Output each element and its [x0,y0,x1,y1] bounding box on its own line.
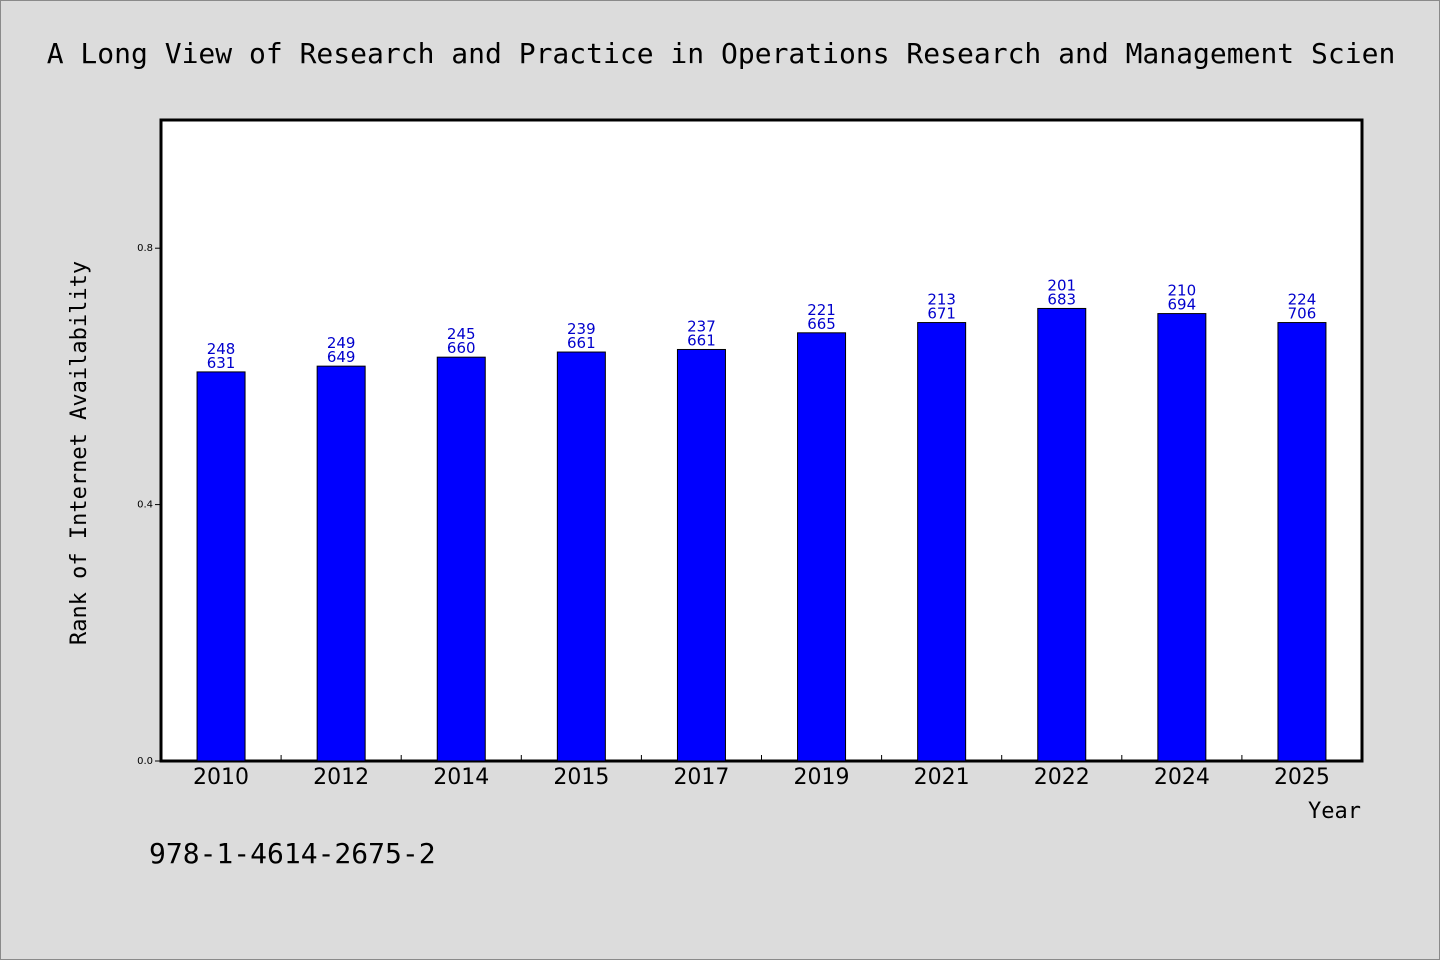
x-tick-label: 2012 [313,765,369,790]
bar [316,365,366,762]
isbn-text: 978-1-4614-2675-2 [149,837,436,870]
bar-label-bottom: 665 [807,315,836,333]
bar [676,348,726,762]
bar-label-bottom: 649 [327,348,356,366]
x-tick-label: 2024 [1154,765,1210,790]
bar-label-bottom: 683 [1047,290,1076,308]
bar [1037,307,1087,762]
bar-label-top: 201 [1047,276,1076,294]
bar-label-bottom: 631 [207,354,236,372]
bar-label-bottom: 660 [447,339,476,357]
bar-label-bottom: 661 [687,331,716,349]
y-axis-ticks: 0.0 0.4 0.8 [137,243,161,767]
bar-label-top: 239 [567,320,596,338]
bar [556,351,606,762]
bar-label-bottom: 694 [1168,296,1197,314]
x-tick-label: 2021 [914,765,970,790]
x-tick-label: 2017 [673,765,729,790]
y-tick-label: 0.8 [137,243,153,254]
bar-label-top: 245 [447,325,476,343]
bar-label-top: 248 [207,340,236,358]
x-axis-ticks: 2010 2012 2014 2015 2017 2019 2021 2022 2024 2025 [193,755,1330,790]
x-tick-label: 2025 [1274,765,1330,790]
y-axis-title: Rank of Internet Availability [67,261,92,645]
bar [917,322,967,762]
bar [797,332,847,762]
x-tick-label: 2010 [193,765,249,790]
x-axis-title: Year [1308,799,1361,824]
bar [1277,322,1327,762]
bar-label-bottom: 706 [1288,305,1317,323]
bar-label-top: 237 [687,317,716,335]
bar-label-bottom: 671 [927,305,956,323]
bar-label-top: 224 [1288,291,1317,309]
x-tick-label: 2015 [553,765,609,790]
bar-labels: 2486312496492456602396612376612216652136… [207,276,1317,371]
bars [196,307,1327,762]
bar [1157,313,1207,762]
bar-label-top: 213 [927,291,956,309]
chart-title: A Long View of Research and Practice in … [47,37,1396,70]
bar-label-bottom: 661 [567,334,596,352]
bar-label-top: 210 [1168,282,1197,300]
bar-label-top: 221 [807,301,836,319]
y-tick-label: 0.0 [137,756,153,767]
bar-label-top: 249 [327,334,356,352]
x-tick-label: 2022 [1034,765,1090,790]
bar [436,356,486,762]
bar [196,371,246,762]
y-tick-label: 0.4 [137,500,153,511]
x-tick-label: 2014 [433,765,489,790]
x-tick-label: 2019 [794,765,850,790]
